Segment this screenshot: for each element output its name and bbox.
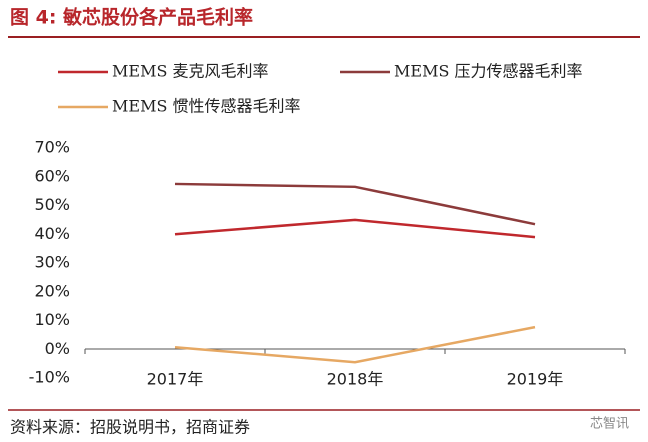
chart-title: 图 4: 敏芯股份各产品毛利率 — [10, 6, 253, 29]
x-tick-label: 2017年 — [147, 370, 204, 389]
series-line — [174, 218, 536, 239]
legend-label: MEMS 压力传感器毛利率 — [394, 62, 583, 81]
y-tick-label: 40% — [34, 224, 70, 243]
series-line — [174, 325, 536, 364]
y-tick-label: 60% — [34, 166, 70, 185]
y-tick-label: 70% — [34, 138, 70, 157]
x-tick-label: 2019年 — [507, 370, 564, 389]
legend-label: MEMS 麦克风毛利率 — [112, 62, 269, 81]
x-tick-label: 2018年 — [327, 370, 384, 389]
legend-label: MEMS 惯性传感器毛利率 — [112, 97, 301, 116]
x-axis-ticks — [84, 349, 626, 354]
watermark: 芯智讯 — [590, 417, 629, 432]
y-tick-label: -10% — [29, 368, 70, 387]
y-tick-label: 30% — [34, 253, 70, 272]
source: 资料来源：招股说明书，招商证券 — [10, 418, 250, 437]
y-tick-label: 10% — [34, 310, 70, 329]
y-tick-label: 0% — [45, 339, 70, 358]
series-line — [174, 182, 536, 226]
y-tick-label: 50% — [34, 195, 70, 214]
y-tick-label: 20% — [34, 281, 70, 300]
